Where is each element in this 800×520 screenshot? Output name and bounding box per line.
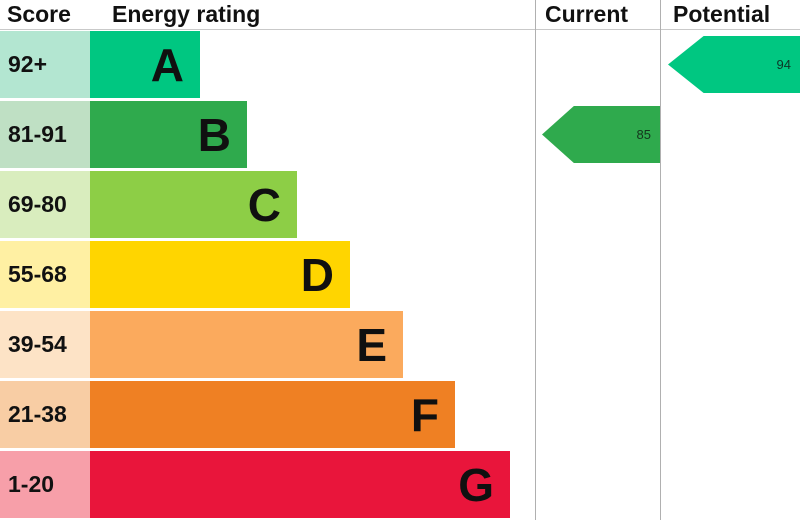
- band-row-f: 21-38 F: [0, 380, 800, 450]
- score-column-header: Score: [7, 1, 71, 27]
- rating-bar-d: D: [90, 241, 350, 308]
- band-rows: 92+ A 94 81-91 B 85 69-80 C 55-68 D 39-54 E 21-38 F 1-…: [0, 30, 800, 520]
- score-range-g: 1-20: [0, 451, 90, 518]
- current-value-arrow: 85: [542, 106, 660, 163]
- score-range-f: 21-38: [0, 381, 90, 448]
- band-row-e: 39-54 E: [0, 310, 800, 380]
- current-column-header: Current: [545, 1, 629, 27]
- band-row-g: 1-20 G: [0, 450, 800, 520]
- potential-column-divider: [660, 0, 661, 520]
- current-column-divider: [535, 0, 536, 520]
- score-range-e: 39-54: [0, 311, 90, 378]
- rating-bar-f: F: [90, 381, 455, 448]
- band-row-b: 81-91 B 85: [0, 100, 800, 170]
- score-range-a: 92+: [0, 31, 90, 98]
- rating-bar-b: B: [90, 101, 247, 168]
- potential-column-header: Potential: [673, 1, 771, 27]
- potential-value-arrow: 94: [668, 36, 800, 93]
- score-range-c: 69-80: [0, 171, 90, 238]
- rating-bar-c: C: [90, 171, 297, 238]
- score-range-b: 81-91: [0, 101, 90, 168]
- rating-bar-e: E: [90, 311, 403, 378]
- chart-header: Score Energy rating Current Potential: [0, 0, 800, 30]
- band-row-a: 92+ A 94: [0, 30, 800, 100]
- energy-rating-column-header: Energy rating: [112, 1, 261, 27]
- rating-bar-a: A: [90, 31, 200, 98]
- score-range-d: 55-68: [0, 241, 90, 308]
- band-row-d: 55-68 D: [0, 240, 800, 310]
- band-row-c: 69-80 C: [0, 170, 800, 240]
- rating-bar-g: G: [90, 451, 510, 518]
